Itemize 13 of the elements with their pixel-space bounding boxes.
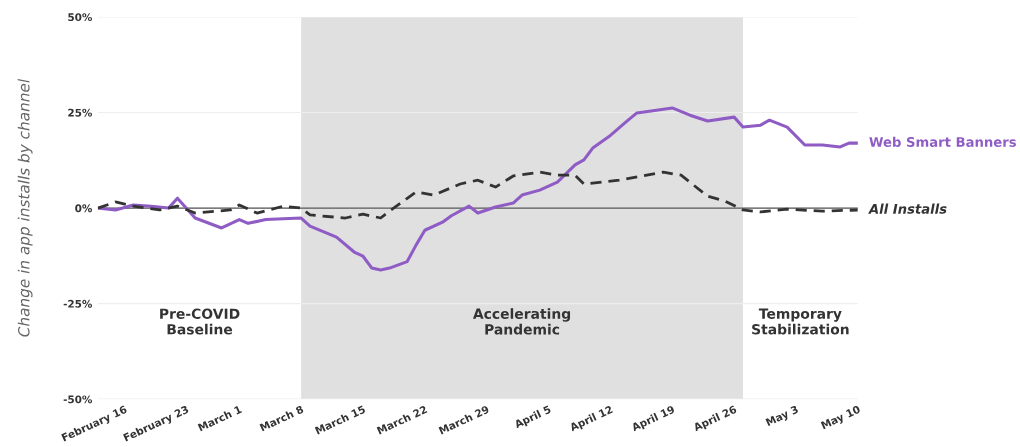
y-tick-label: 0% bbox=[75, 204, 93, 213]
y-tick-label: -25% bbox=[63, 299, 93, 308]
x-tick-label: May 3 bbox=[765, 405, 800, 429]
y-tick-label: 25% bbox=[68, 108, 93, 117]
x-tick-label: May 10 bbox=[820, 405, 862, 432]
band-label: Accelerating Pandemic bbox=[472, 308, 571, 335]
annotation: Temporary Stabilization bbox=[752, 308, 849, 335]
annotation: Pre-COVID Baseline bbox=[160, 308, 240, 335]
y-tick-label: 50% bbox=[68, 13, 93, 22]
y-tick-label: -50% bbox=[63, 395, 93, 404]
series-label: All Installs bbox=[868, 203, 947, 214]
series-label: Web Smart Banners bbox=[869, 136, 1016, 147]
y-axis-title: Change in app installs by channel bbox=[17, 78, 33, 337]
